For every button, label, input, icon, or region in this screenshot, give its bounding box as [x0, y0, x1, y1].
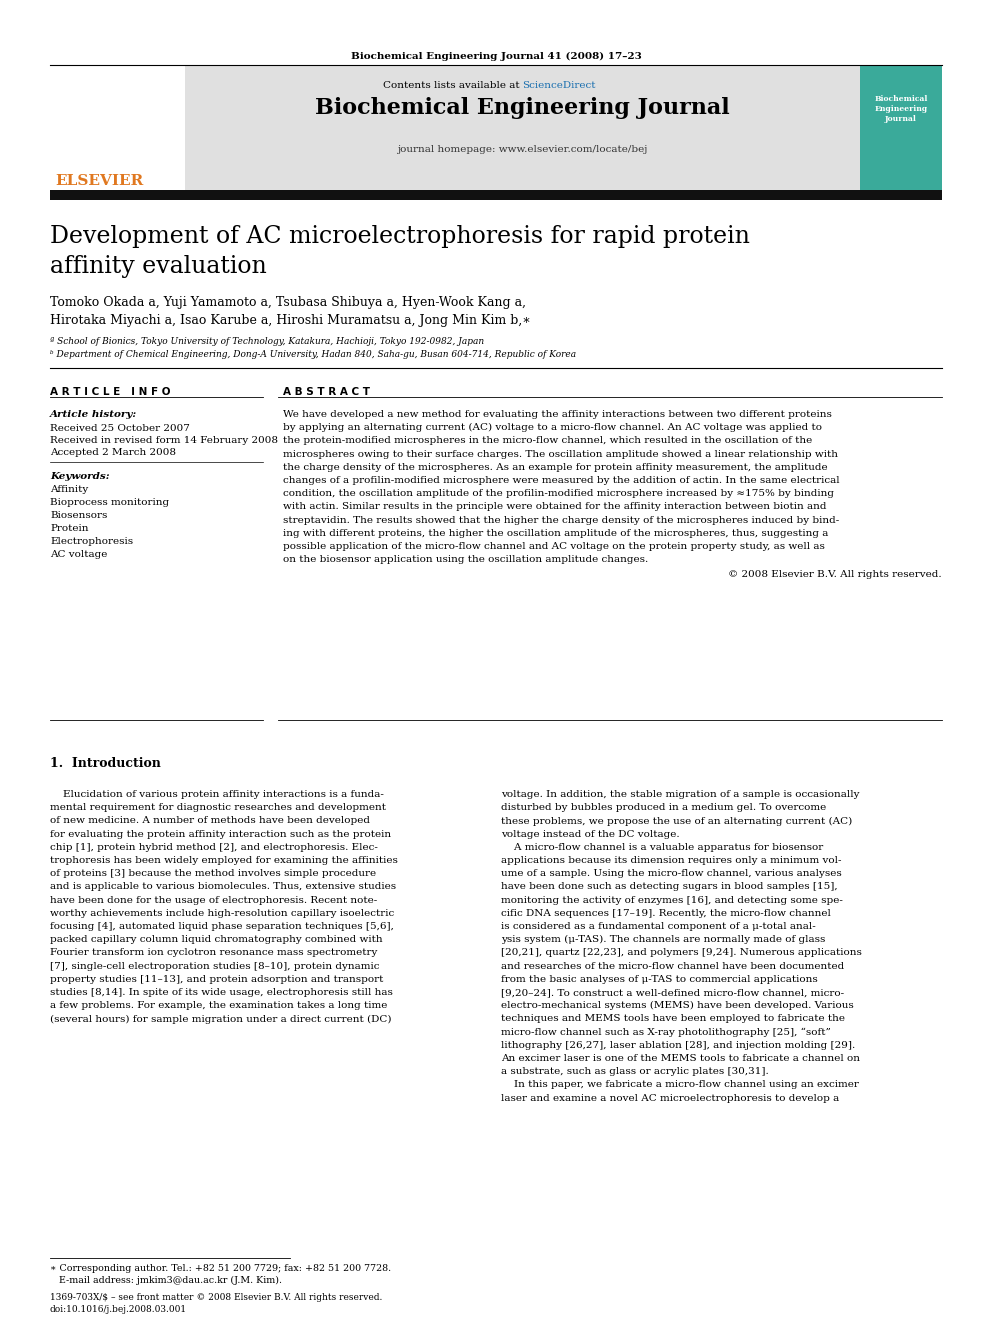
Text: A micro-flow channel is a valuable apparatus for biosensor: A micro-flow channel is a valuable appar… — [501, 843, 823, 852]
Text: monitoring the activity of enzymes [16], and detecting some spe-: monitoring the activity of enzymes [16],… — [501, 896, 843, 905]
Text: of new medicine. A number of methods have been developed: of new medicine. A number of methods hav… — [50, 816, 370, 826]
Text: (several hours) for sample migration under a direct current (DC): (several hours) for sample migration und… — [50, 1015, 392, 1024]
Text: AC voltage: AC voltage — [50, 550, 107, 560]
Text: laser and examine a novel AC microelectrophoresis to develop a: laser and examine a novel AC microelectr… — [501, 1094, 839, 1102]
Text: micro-flow channel such as X-ray photolithography [25], “soft”: micro-flow channel such as X-ray photoli… — [501, 1028, 831, 1037]
Text: applications because its dimension requires only a minimum vol-: applications because its dimension requi… — [501, 856, 841, 865]
Text: In this paper, we fabricate a micro-flow channel using an excimer: In this paper, we fabricate a micro-flow… — [501, 1081, 859, 1089]
Text: Received in revised form 14 February 2008: Received in revised form 14 February 200… — [50, 437, 278, 445]
Text: ᵇ Department of Chemical Engineering, Dong-A University, Hadan 840, Saha-gu, Bus: ᵇ Department of Chemical Engineering, Do… — [50, 351, 576, 359]
Text: with actin. Similar results in the principle were obtained for the affinity inte: with actin. Similar results in the princ… — [283, 503, 826, 512]
Text: property studies [11–13], and protein adsorption and transport: property studies [11–13], and protein ad… — [50, 975, 383, 984]
Text: journal homepage: www.elsevier.com/locate/bej: journal homepage: www.elsevier.com/locat… — [398, 146, 648, 153]
Text: Accepted 2 March 2008: Accepted 2 March 2008 — [50, 448, 176, 456]
Text: ELSEVIER: ELSEVIER — [55, 175, 143, 188]
Text: © 2008 Elsevier B.V. All rights reserved.: © 2008 Elsevier B.V. All rights reserved… — [728, 570, 942, 579]
Text: ScienceDirect: ScienceDirect — [523, 81, 596, 90]
Text: Received 25 October 2007: Received 25 October 2007 — [50, 423, 189, 433]
Text: studies [8,14]. In spite of its wide usage, electrophoresis still has: studies [8,14]. In spite of its wide usa… — [50, 988, 393, 998]
Text: mental requirement for diagnostic researches and development: mental requirement for diagnostic resear… — [50, 803, 386, 812]
Bar — [185, 65, 860, 191]
Text: by applying an alternating current (AC) voltage to a micro-flow channel. An AC v: by applying an alternating current (AC) … — [283, 423, 822, 433]
Text: Elucidation of various protein affinity interactions is a funda-: Elucidation of various protein affinity … — [50, 790, 384, 799]
Text: changes of a profilin-modified microsphere were measured by the addition of acti: changes of a profilin-modified microsphe… — [283, 476, 839, 486]
Text: Fourier transform ion cyclotron resonance mass spectrometry: Fourier transform ion cyclotron resonanc… — [50, 949, 377, 958]
Text: streptavidin. The results showed that the higher the charge density of the micro: streptavidin. The results showed that th… — [283, 516, 839, 525]
Text: Keywords:: Keywords: — [50, 472, 110, 482]
Text: Hirotaka Miyachi a, Isao Karube a, Hiroshi Muramatsu a, Jong Min Kim b,∗: Hirotaka Miyachi a, Isao Karube a, Hiros… — [50, 314, 531, 327]
Text: a few problems. For example, the examination takes a long time: a few problems. For example, the examina… — [50, 1002, 387, 1011]
Text: worthy achievements include high-resolution capillary isoelectric: worthy achievements include high-resolut… — [50, 909, 394, 918]
Text: [20,21], quartz [22,23], and polymers [9,24]. Numerous applications: [20,21], quartz [22,23], and polymers [9… — [501, 949, 862, 958]
Text: Biosensors: Biosensors — [50, 511, 107, 520]
Text: 1369-703X/$ – see front matter © 2008 Elsevier B.V. All rights reserved.: 1369-703X/$ – see front matter © 2008 El… — [50, 1293, 382, 1302]
Text: lithography [26,27], laser ablation [28], and injection molding [29].: lithography [26,27], laser ablation [28]… — [501, 1041, 855, 1049]
Text: voltage. In addition, the stable migration of a sample is occasionally: voltage. In addition, the stable migrati… — [501, 790, 859, 799]
Text: and is applicable to various biomolecules. Thus, extensive studies: and is applicable to various biomolecule… — [50, 882, 396, 892]
Text: focusing [4], automated liquid phase separation techniques [5,6],: focusing [4], automated liquid phase sep… — [50, 922, 394, 931]
Text: chip [1], protein hybrid method [2], and electrophoresis. Elec-: chip [1], protein hybrid method [2], and… — [50, 843, 378, 852]
Text: techniques and MEMS tools have been employed to fabricate the: techniques and MEMS tools have been empl… — [501, 1015, 845, 1024]
Text: these problems, we propose the use of an alternating current (AC): these problems, we propose the use of an… — [501, 816, 852, 826]
Text: We have developed a new method for evaluating the affinity interactions between : We have developed a new method for evalu… — [283, 410, 832, 419]
Text: A R T I C L E   I N F O: A R T I C L E I N F O — [50, 388, 171, 397]
Text: condition, the oscillation amplitude of the profilin-modified microsphere increa: condition, the oscillation amplitude of … — [283, 490, 834, 499]
Text: ª School of Bionics, Tokyo University of Technology, Katakura, Hachioji, Tokyo 1: ª School of Bionics, Tokyo University of… — [50, 337, 484, 347]
Bar — [50, 191, 942, 200]
Text: of proteins [3] because the method involves simple procedure: of proteins [3] because the method invol… — [50, 869, 376, 878]
Text: Biochemical
Engineering
Journal: Biochemical Engineering Journal — [874, 95, 928, 123]
Text: for evaluating the protein affinity interaction such as the protein: for evaluating the protein affinity inte… — [50, 830, 391, 839]
Text: electro-mechanical systems (MEMS) have been developed. Various: electro-mechanical systems (MEMS) have b… — [501, 1002, 854, 1011]
Text: Development of AC microelectrophoresis for rapid protein: Development of AC microelectrophoresis f… — [50, 225, 750, 247]
Text: possible application of the micro-flow channel and AC voltage on the protein pro: possible application of the micro-flow c… — [283, 542, 825, 550]
Text: have been done such as detecting sugars in blood samples [15],: have been done such as detecting sugars … — [501, 882, 837, 892]
Text: from the basic analyses of μ-TAS to commercial applications: from the basic analyses of μ-TAS to comm… — [501, 975, 817, 984]
Text: E-mail address: jmkim3@dau.ac.kr (J.M. Kim).: E-mail address: jmkim3@dau.ac.kr (J.M. K… — [50, 1275, 282, 1285]
Text: Bioprocess monitoring: Bioprocess monitoring — [50, 497, 169, 507]
Text: ume of a sample. Using the micro-flow channel, various analyses: ume of a sample. Using the micro-flow ch… — [501, 869, 842, 878]
Text: trophoresis has been widely employed for examining the affinities: trophoresis has been widely employed for… — [50, 856, 398, 865]
Text: Biochemical Engineering Journal 41 (2008) 17–23: Biochemical Engineering Journal 41 (2008… — [350, 52, 642, 61]
Text: the protein-modified microspheres in the micro-flow channel, which resulted in t: the protein-modified microspheres in the… — [283, 437, 812, 446]
Text: microspheres owing to their surface charges. The oscillation amplitude showed a : microspheres owing to their surface char… — [283, 450, 838, 459]
Text: Protein: Protein — [50, 524, 88, 533]
Text: Electrophoresis: Electrophoresis — [50, 537, 133, 546]
Text: [7], single-cell electroporation studies [8–10], protein dynamic: [7], single-cell electroporation studies… — [50, 962, 380, 971]
Text: An excimer laser is one of the MEMS tools to fabricate a channel on: An excimer laser is one of the MEMS tool… — [501, 1054, 860, 1062]
Text: doi:10.1016/j.bej.2008.03.001: doi:10.1016/j.bej.2008.03.001 — [50, 1304, 187, 1314]
Text: affinity evaluation: affinity evaluation — [50, 255, 267, 278]
Text: is considered as a fundamental component of a μ-total anal-: is considered as a fundamental component… — [501, 922, 815, 931]
Text: voltage instead of the DC voltage.: voltage instead of the DC voltage. — [501, 830, 680, 839]
Text: ∗ Corresponding author. Tel.: +82 51 200 7729; fax: +82 51 200 7728.: ∗ Corresponding author. Tel.: +82 51 200… — [50, 1263, 391, 1273]
Bar — [860, 65, 942, 191]
Text: 1.  Introduction: 1. Introduction — [50, 757, 161, 770]
Text: [9,20–24]. To construct a well-defined micro-flow channel, micro-: [9,20–24]. To construct a well-defined m… — [501, 988, 844, 998]
Text: and researches of the micro-flow channel have been documented: and researches of the micro-flow channel… — [501, 962, 844, 971]
Text: Contents lists available at: Contents lists available at — [383, 81, 523, 90]
Text: packed capillary column liquid chromatography combined with: packed capillary column liquid chromatog… — [50, 935, 383, 945]
Text: ysis system (μ-TAS). The channels are normally made of glass: ysis system (μ-TAS). The channels are no… — [501, 935, 825, 945]
Text: a substrate, such as glass or acrylic plates [30,31].: a substrate, such as glass or acrylic pl… — [501, 1068, 769, 1076]
Text: Biochemical Engineering Journal: Biochemical Engineering Journal — [315, 97, 730, 119]
Text: Tomoko Okada a, Yuji Yamamoto a, Tsubasa Shibuya a, Hyen-Wook Kang a,: Tomoko Okada a, Yuji Yamamoto a, Tsubasa… — [50, 296, 526, 310]
Text: have been done for the usage of electrophoresis. Recent note-: have been done for the usage of electrop… — [50, 896, 377, 905]
Text: Affinity: Affinity — [50, 486, 88, 493]
Text: disturbed by bubbles produced in a medium gel. To overcome: disturbed by bubbles produced in a mediu… — [501, 803, 826, 812]
Text: cific DNA sequences [17–19]. Recently, the micro-flow channel: cific DNA sequences [17–19]. Recently, t… — [501, 909, 831, 918]
Text: the charge density of the microspheres. As an example for protein affinity measu: the charge density of the microspheres. … — [283, 463, 827, 472]
Text: ing with different proteins, the higher the oscillation amplitude of the microsp: ing with different proteins, the higher … — [283, 529, 828, 538]
Bar — [50, 65, 185, 191]
Text: on the biosensor application using the oscillation amplitude changes.: on the biosensor application using the o… — [283, 556, 648, 564]
Text: Article history:: Article history: — [50, 410, 137, 419]
Text: A B S T R A C T: A B S T R A C T — [283, 388, 370, 397]
